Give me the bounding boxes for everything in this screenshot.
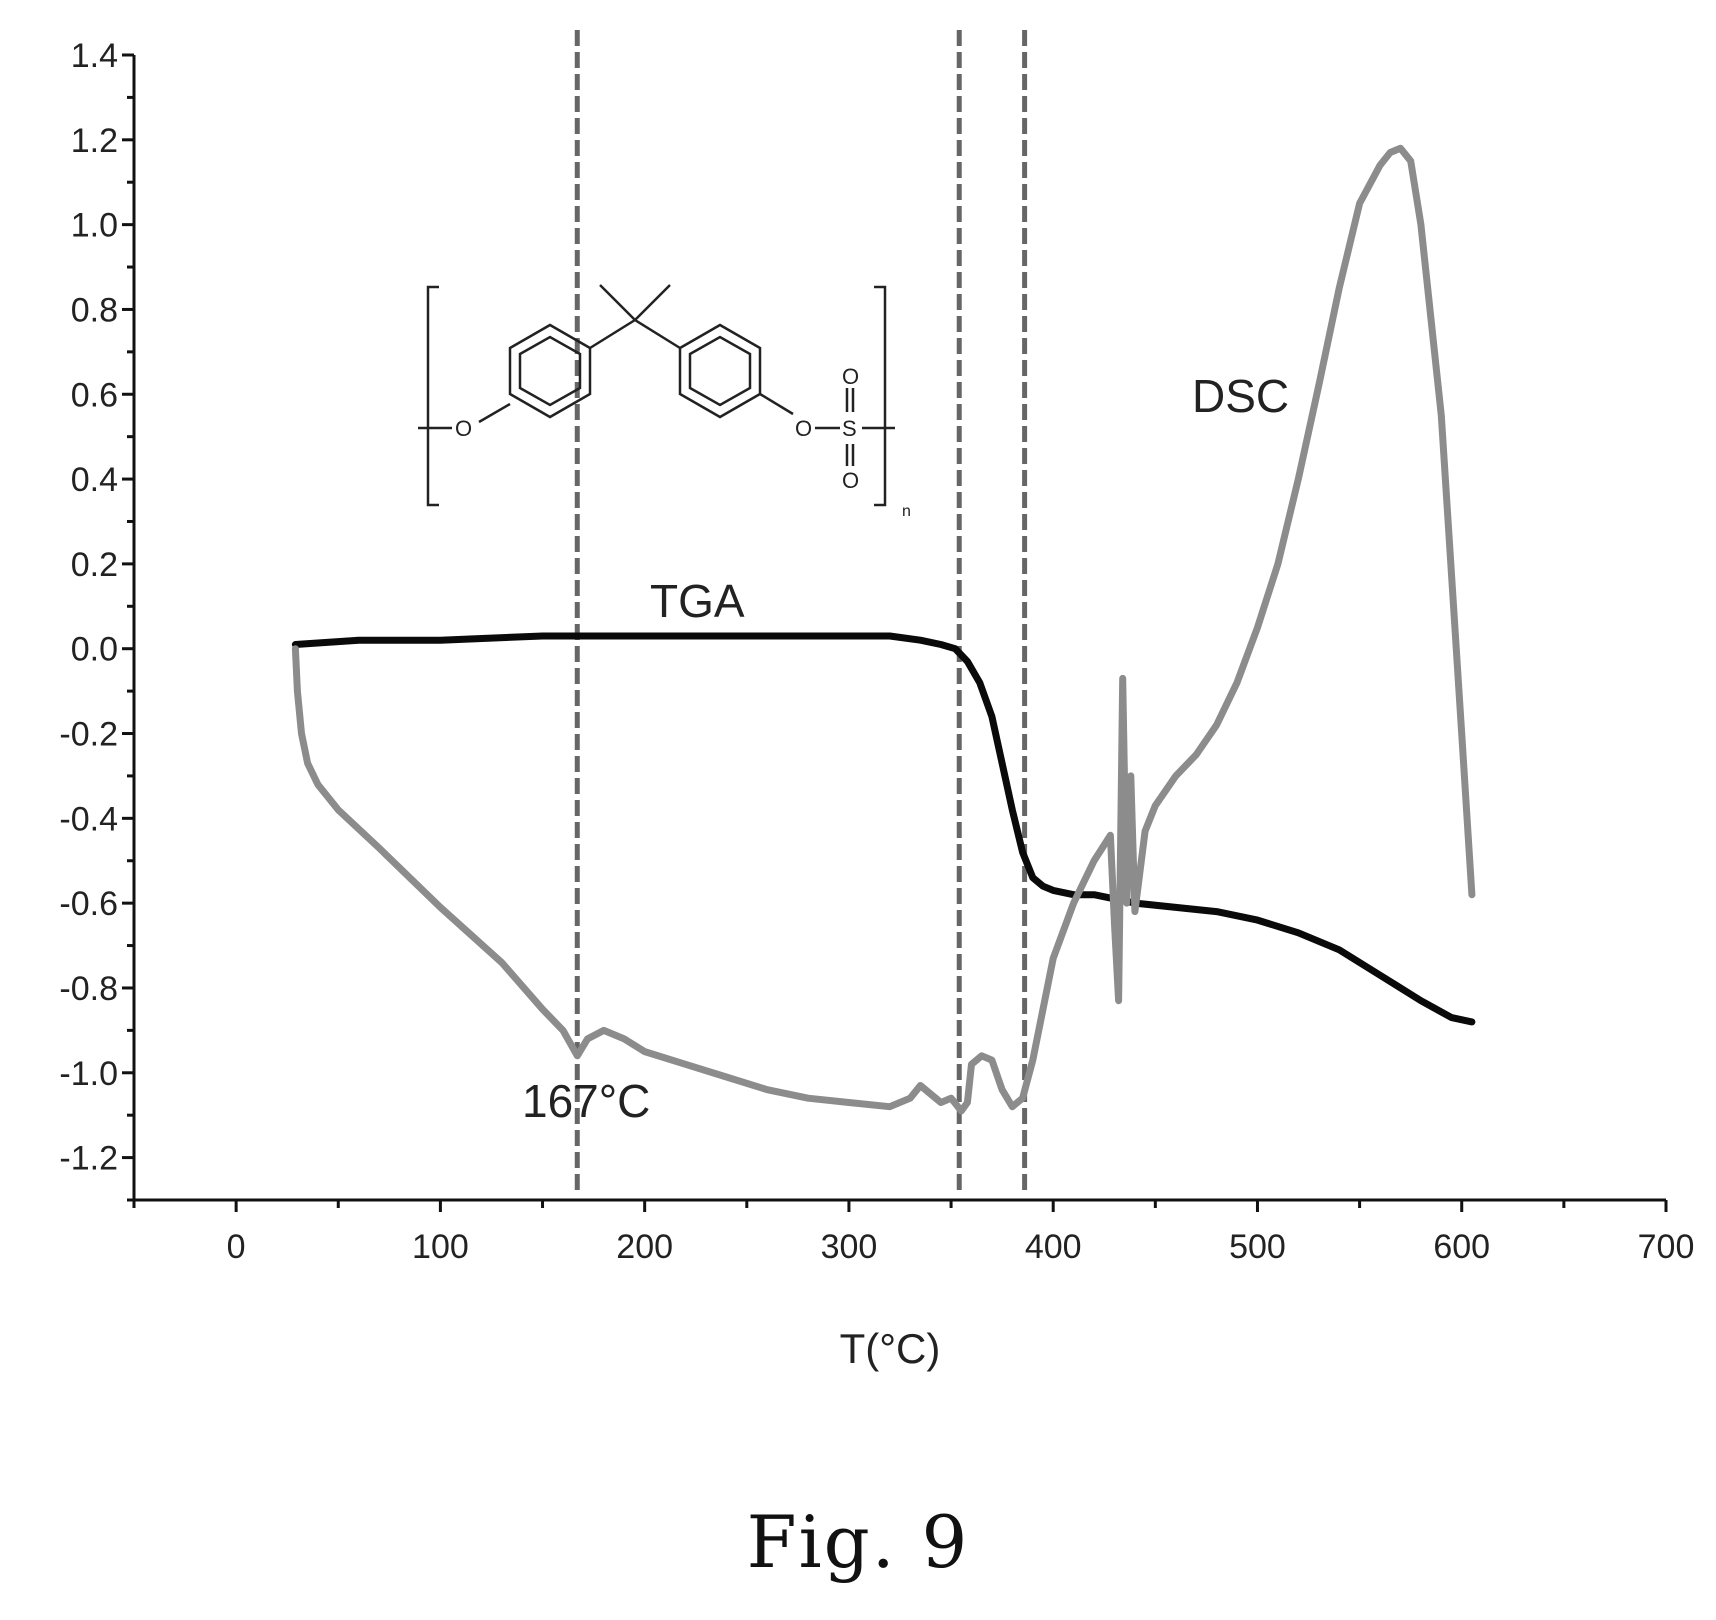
x-tick-label: 200 [616, 1228, 673, 1266]
x-tick-label: 600 [1433, 1228, 1490, 1266]
y-tick-label: 0.8 [71, 291, 118, 329]
x-tick-label: 300 [821, 1228, 878, 1266]
y-tick-label: 1.4 [71, 37, 118, 75]
structure-s: S [842, 416, 857, 441]
y-tick-label: 1.0 [71, 207, 118, 245]
y-tick-label: -0.4 [59, 800, 118, 838]
temperature-annotation: 167°C [522, 1075, 650, 1127]
x-axis-ticks: 0 100 200 300 400 500 600 700 [132, 1200, 1695, 1266]
y-tick-label: -0.8 [59, 970, 118, 1008]
y-tick-label: 0.2 [71, 546, 118, 584]
polymer-structure-inset: O O S O O n [418, 284, 911, 520]
structure-o-left: O [455, 416, 472, 441]
y-tick-label: -0.6 [59, 885, 118, 923]
x-tick-label: 400 [1025, 1228, 1082, 1266]
structure-o-bottom: O [842, 468, 859, 493]
y-tick-label: -1.0 [59, 1055, 118, 1093]
dsc-series-line [291, 144, 1476, 1115]
y-tick-label: 1.2 [71, 122, 118, 160]
y-tick-label: 0.6 [71, 376, 118, 414]
structure-o-right: O [795, 416, 812, 441]
y-tick-label: -0.2 [59, 716, 118, 754]
x-tick-label: 500 [1229, 1228, 1286, 1266]
figure-caption: Fig. 9 [746, 1500, 970, 1584]
y-tick-label: 0.4 [71, 461, 118, 499]
x-tick-label: 0 [227, 1228, 246, 1266]
structure-right-bracket [874, 285, 887, 507]
tga-label: TGA [650, 575, 745, 627]
y-axis-ticks: 1.4 1.2 1.0 0.8 0.6 0.4 0.2 0.0 -0.2 -0.4 -0.6 -0.8… [59, 37, 134, 1202]
series-lines [291, 144, 1476, 1115]
y-tick-label: -1.2 [59, 1140, 118, 1178]
vertical-reference-lines [574, 30, 1028, 1190]
y-tick-label: 0.0 [71, 631, 118, 669]
structure-o-top: O [842, 364, 859, 389]
x-tick-label: 700 [1638, 1228, 1695, 1266]
x-axis-title: T(°C) [840, 1325, 941, 1372]
structure-left-bracket [426, 285, 439, 507]
tga-series-line [291, 632, 1476, 1026]
dsc-label: DSC [1192, 370, 1289, 422]
structure-subscript-n: n [902, 503, 911, 520]
x-tick-label: 100 [412, 1228, 469, 1266]
tga-dsc-chart: 1.4 1.2 1.0 0.8 0.6 0.4 0.2 0.0 -0.2 -0.4 -0.6 -0.8… [59, 30, 1695, 1372]
